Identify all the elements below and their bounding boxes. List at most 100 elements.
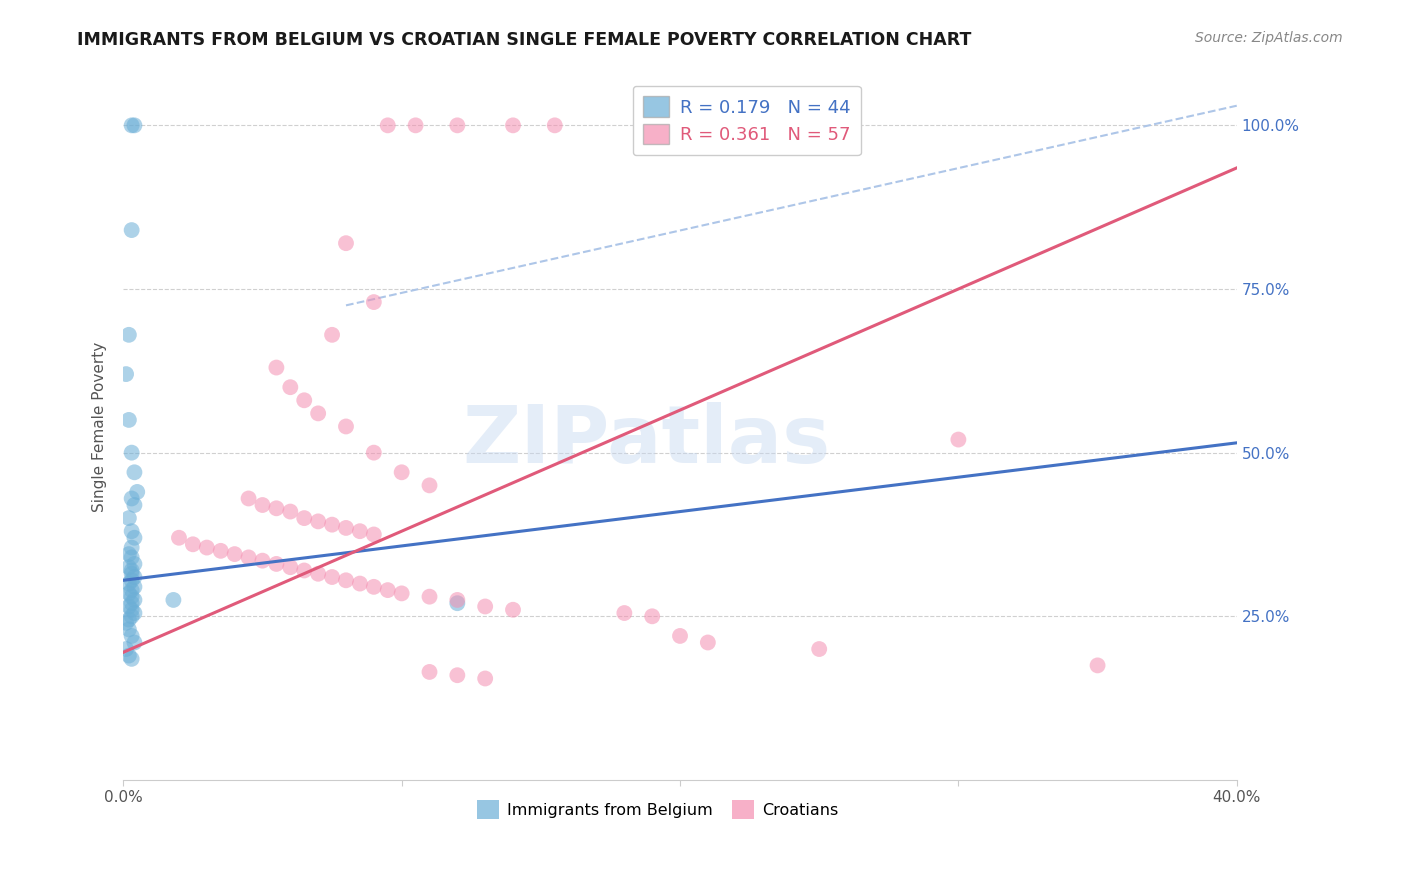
Point: [377, 583, 399, 598]
Point: [335, 419, 357, 434]
Point: [121, 564, 143, 578]
Point: [195, 541, 218, 555]
Point: [121, 596, 143, 610]
Point: [808, 642, 831, 657]
Point: [446, 596, 468, 610]
Point: [278, 560, 301, 574]
Point: [115, 642, 138, 657]
Point: [167, 531, 190, 545]
Point: [121, 445, 143, 459]
Point: [321, 327, 343, 342]
Point: [613, 606, 636, 620]
Point: [266, 557, 288, 571]
Y-axis label: Single Female Poverty: Single Female Poverty: [93, 342, 107, 512]
Point: [252, 498, 274, 512]
Point: [124, 606, 146, 620]
Point: [278, 505, 301, 519]
Point: [118, 576, 141, 591]
Point: [121, 652, 143, 666]
Point: [335, 574, 357, 588]
Point: [307, 515, 329, 529]
Point: [162, 593, 184, 607]
Point: [121, 629, 143, 643]
Point: [474, 599, 496, 614]
Point: [121, 583, 143, 598]
Point: [266, 501, 288, 516]
Text: ZIPatlas: ZIPatlas: [463, 401, 831, 480]
Point: [349, 524, 371, 539]
Point: [124, 557, 146, 571]
Point: [121, 119, 143, 133]
Point: [118, 560, 141, 574]
Point: [266, 360, 288, 375]
Point: [446, 593, 468, 607]
Point: [121, 491, 143, 506]
Point: [238, 550, 260, 565]
Point: [124, 465, 146, 479]
Point: [278, 380, 301, 394]
Point: [118, 623, 141, 637]
Point: [502, 119, 524, 133]
Point: [121, 574, 143, 588]
Point: [418, 590, 440, 604]
Point: [124, 531, 146, 545]
Point: [118, 599, 141, 614]
Point: [363, 445, 385, 459]
Point: [321, 570, 343, 584]
Point: [118, 648, 141, 663]
Point: [474, 672, 496, 686]
Point: [1087, 658, 1109, 673]
Point: [418, 665, 440, 679]
Text: IMMIGRANTS FROM BELGIUM VS CROATIAN SINGLE FEMALE POVERTY CORRELATION CHART: IMMIGRANTS FROM BELGIUM VS CROATIAN SING…: [77, 31, 972, 49]
Point: [121, 541, 143, 555]
Point: [121, 223, 143, 237]
Point: [292, 511, 315, 525]
Point: [118, 547, 141, 561]
Point: [121, 609, 143, 624]
Point: [181, 537, 204, 551]
Point: [363, 295, 385, 310]
Point: [127, 484, 149, 499]
Legend: Immigrants from Belgium, Croatians: Immigrants from Belgium, Croatians: [471, 794, 845, 825]
Point: [418, 478, 440, 492]
Point: [502, 603, 524, 617]
Point: [391, 586, 413, 600]
Point: [118, 511, 141, 525]
Point: [121, 524, 143, 539]
Point: [335, 236, 357, 251]
Point: [115, 615, 138, 630]
Point: [948, 433, 970, 447]
Point: [121, 603, 143, 617]
Point: [292, 564, 315, 578]
Point: [363, 580, 385, 594]
Point: [321, 517, 343, 532]
Point: [224, 547, 246, 561]
Text: Source: ZipAtlas.com: Source: ZipAtlas.com: [1195, 31, 1343, 45]
Point: [124, 635, 146, 649]
Point: [391, 465, 413, 479]
Point: [118, 586, 141, 600]
Point: [363, 527, 385, 541]
Point: [696, 635, 718, 649]
Point: [121, 566, 143, 581]
Point: [124, 593, 146, 607]
Point: [209, 544, 232, 558]
Point: [544, 119, 567, 133]
Point: [121, 550, 143, 565]
Point: [641, 609, 664, 624]
Point: [335, 521, 357, 535]
Point: [118, 413, 141, 427]
Point: [307, 566, 329, 581]
Point: [124, 580, 146, 594]
Point: [446, 119, 468, 133]
Point: [377, 119, 399, 133]
Point: [118, 327, 141, 342]
Point: [124, 570, 146, 584]
Point: [238, 491, 260, 506]
Point: [115, 367, 138, 381]
Point: [124, 119, 146, 133]
Point: [446, 668, 468, 682]
Point: [307, 406, 329, 420]
Point: [669, 629, 692, 643]
Point: [124, 498, 146, 512]
